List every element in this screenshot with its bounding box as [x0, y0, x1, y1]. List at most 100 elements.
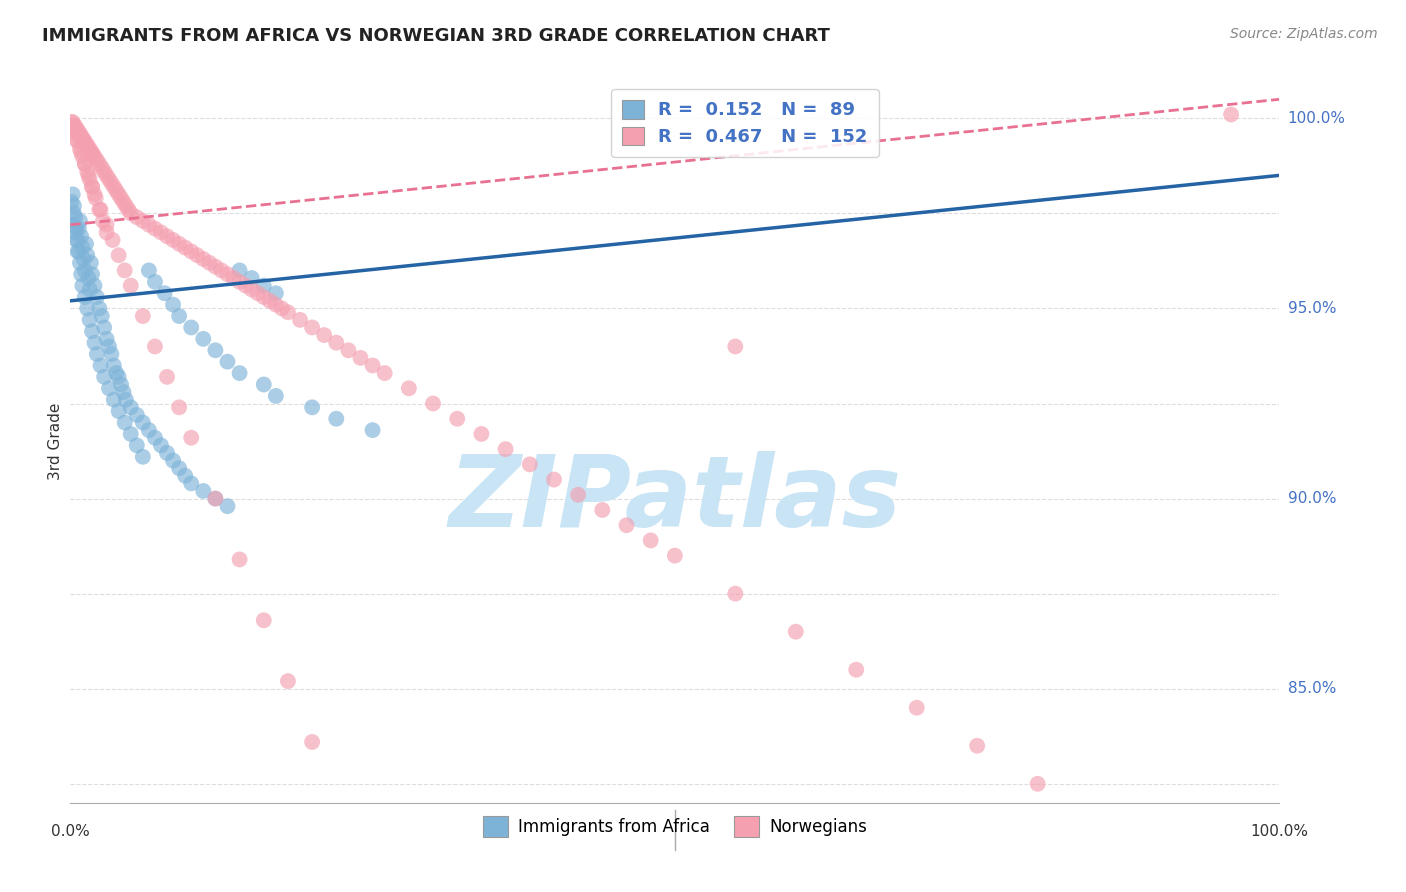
Point	[103, 359, 125, 373]
Point	[180, 431, 202, 445]
Point	[259, 293, 281, 308]
Point	[162, 453, 184, 467]
Point	[156, 229, 179, 244]
Point	[132, 416, 155, 430]
Point	[69, 256, 91, 270]
Point	[277, 305, 299, 319]
Point	[495, 442, 517, 457]
Point	[167, 401, 190, 415]
Point	[79, 172, 101, 186]
Point	[79, 282, 101, 296]
Point	[77, 142, 100, 156]
Point	[966, 739, 988, 753]
Point	[845, 663, 868, 677]
Point	[70, 130, 93, 145]
Point	[76, 301, 98, 316]
Point	[82, 149, 104, 163]
Point	[301, 401, 323, 415]
Point	[75, 236, 97, 251]
Point	[246, 286, 269, 301]
Point	[167, 236, 190, 251]
Point	[314, 328, 336, 343]
Point	[83, 149, 105, 163]
Point	[125, 438, 148, 452]
Point	[264, 389, 287, 403]
Point	[79, 142, 101, 156]
Point	[1087, 814, 1109, 829]
Point	[98, 172, 121, 186]
Point	[62, 119, 84, 133]
Point	[361, 359, 384, 373]
Point	[143, 275, 166, 289]
Point	[80, 145, 103, 160]
Point	[640, 533, 662, 548]
Point	[114, 263, 136, 277]
Point	[101, 233, 124, 247]
Point	[1220, 107, 1243, 121]
Point	[228, 263, 250, 277]
Point	[785, 624, 807, 639]
Point	[211, 263, 233, 277]
Point	[325, 335, 347, 350]
Point	[138, 263, 160, 277]
Point	[228, 275, 250, 289]
Point	[217, 499, 239, 513]
Point	[69, 142, 91, 156]
Point	[93, 164, 115, 178]
Point	[66, 233, 89, 247]
Point	[60, 115, 83, 129]
Point	[253, 290, 276, 304]
Point	[86, 290, 108, 304]
Point	[301, 735, 323, 749]
Point	[228, 552, 250, 566]
Point	[98, 381, 121, 395]
Point	[83, 278, 105, 293]
Point	[204, 491, 226, 506]
Point	[65, 221, 87, 235]
Point	[138, 423, 160, 437]
Text: IMMIGRANTS FROM AFRICA VS NORWEGIAN 3RD GRADE CORRELATION CHART: IMMIGRANTS FROM AFRICA VS NORWEGIAN 3RD …	[42, 27, 830, 45]
Point	[180, 476, 202, 491]
Point	[72, 134, 94, 148]
Point	[115, 199, 138, 213]
Point	[98, 339, 121, 353]
Point	[120, 278, 142, 293]
Point	[361, 871, 384, 886]
Point	[63, 127, 86, 141]
Point	[374, 366, 396, 380]
Point	[110, 377, 132, 392]
Point	[120, 401, 142, 415]
Point	[72, 278, 94, 293]
Point	[724, 339, 747, 353]
Point	[228, 366, 250, 380]
Point	[325, 411, 347, 425]
Point	[264, 298, 287, 312]
Point	[253, 278, 276, 293]
Point	[1026, 777, 1049, 791]
Point	[143, 339, 166, 353]
Point	[107, 187, 129, 202]
Point	[103, 392, 125, 407]
Point	[93, 320, 115, 334]
Point	[217, 354, 239, 368]
Point	[543, 473, 565, 487]
Point	[69, 214, 91, 228]
Point	[83, 335, 105, 350]
Point	[143, 431, 166, 445]
Point	[132, 309, 155, 323]
Point	[107, 248, 129, 262]
Point	[80, 145, 103, 160]
Point	[112, 385, 135, 400]
Point	[361, 423, 384, 437]
Point	[107, 370, 129, 384]
Point	[167, 309, 190, 323]
Point	[86, 153, 108, 168]
Point	[120, 426, 142, 441]
Point	[132, 450, 155, 464]
Point	[63, 210, 86, 224]
Point	[72, 130, 94, 145]
Point	[63, 199, 86, 213]
Point	[76, 164, 98, 178]
Point	[277, 674, 299, 689]
Point	[89, 301, 111, 316]
